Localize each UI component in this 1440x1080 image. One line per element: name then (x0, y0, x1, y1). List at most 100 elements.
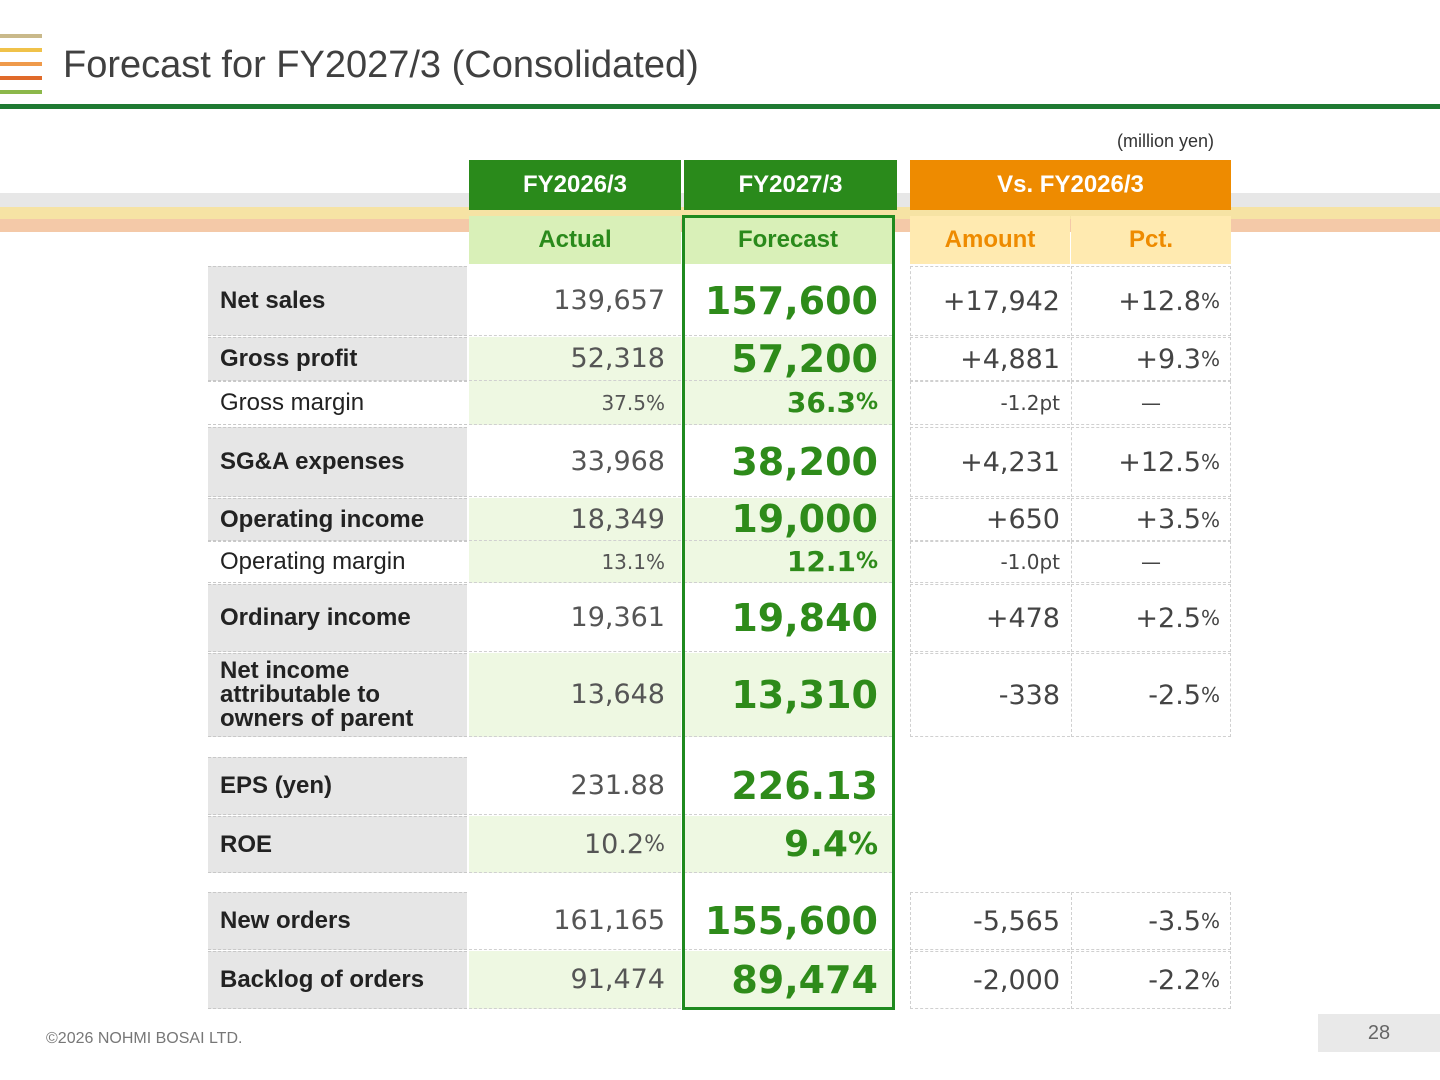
forecast-value: 9.4% (684, 816, 892, 873)
row-label: Backlog of orders (208, 951, 467, 1009)
pct-unit: % (1200, 507, 1220, 532)
amount-value: +17,942 (910, 266, 1070, 336)
actual-value: 52,318 (469, 337, 681, 381)
actual-value: 33,968 (469, 427, 681, 497)
pct-number: -3.5 (1148, 905, 1201, 937)
pct-unit: % (1200, 968, 1220, 992)
pct-unit: % (1200, 450, 1220, 474)
amount-value: -5,565 (910, 892, 1070, 950)
actual-value: 37.5% (469, 381, 681, 425)
forecast-number: 9.4 (784, 823, 848, 865)
pct-number: -2.2 (1148, 964, 1201, 996)
row-label-line: Net income (220, 657, 350, 684)
pct-value: -2.5% (1071, 653, 1231, 737)
logo-bar (0, 90, 42, 94)
subheader-forecast: Forecast (684, 216, 892, 264)
pct-unit: % (1200, 606, 1220, 630)
header-vs-fy2026: Vs. FY2026/3 (910, 160, 1231, 210)
pct-number: +3.5 (1135, 504, 1201, 535)
pct-value: +12.5% (1071, 427, 1231, 497)
subheader-pct: Pct. (1071, 216, 1231, 264)
pct-number: +12.8 (1118, 285, 1201, 317)
pct-unit: % (1200, 683, 1220, 707)
forecast-value: 89,474 (684, 951, 892, 1009)
pct-value: +9.3% (1071, 337, 1231, 381)
actual-value: 161,165 (469, 892, 681, 950)
actual-value: 10.2% (469, 816, 681, 873)
amount-value: -1.0pt (910, 541, 1070, 583)
row-label: Gross profit (208, 337, 467, 381)
pct-value: +2.5% (1071, 584, 1231, 652)
row-label: Net sales (208, 266, 467, 336)
forecast-value: 19,000 (684, 497, 892, 541)
pct-unit: % (1200, 347, 1220, 371)
forecast-unit: % (855, 390, 878, 415)
row-label: Ordinary income (208, 584, 467, 652)
pct-number: +12.5 (1118, 446, 1201, 478)
amount-value: -338 (910, 653, 1070, 737)
row-label: Operating margin (208, 541, 467, 583)
pct-value: -2.2% (1071, 951, 1231, 1009)
actual-unit: % (644, 831, 665, 857)
amount-value: +478 (910, 584, 1070, 652)
title-rule (0, 104, 1440, 109)
pct-unit: % (1200, 909, 1220, 933)
forecast-unit: % (847, 826, 878, 862)
pct-value: — (1071, 541, 1231, 583)
forecast-value: 155,600 (684, 892, 892, 950)
logo-bar (0, 48, 42, 52)
actual-value: 19,361 (469, 584, 681, 652)
forecast-value: 13,310 (684, 653, 892, 737)
row-label: Net income attributable to owners of par… (208, 653, 467, 737)
pct-number: +2.5 (1135, 602, 1201, 634)
unit-label: (million yen) (1116, 131, 1214, 151)
logo-bar (0, 76, 42, 80)
amount-value: -1.2pt (910, 381, 1070, 425)
forecast-unit: % (855, 549, 878, 574)
actual-value: 13,648 (469, 653, 681, 737)
page-number: 28 (1318, 1014, 1440, 1052)
pct-unit: % (1200, 289, 1220, 313)
forecast-value: 157,600 (684, 266, 892, 336)
forecast-value: 38,200 (684, 427, 892, 497)
header-fy2026: FY2026/3 (469, 160, 681, 210)
actual-value: 18,349 (469, 498, 681, 541)
forecast-value: 226.13 (684, 757, 892, 815)
row-label: Gross margin (208, 381, 467, 425)
row-label: Operating income (208, 498, 467, 541)
pct-number: -2.5 (1148, 679, 1201, 711)
pct-value: +3.5% (1071, 498, 1231, 541)
header-fy2027: FY2027/3 (684, 160, 897, 210)
row-label-line: attributable to (220, 681, 380, 708)
amount-value: +650 (910, 498, 1070, 541)
forecast-value: 19,840 (684, 584, 892, 652)
amount-value: +4,231 (910, 427, 1070, 497)
forecast-number: 12.1 (786, 545, 856, 578)
row-label: ROE (208, 816, 467, 873)
amount-value: +4,881 (910, 337, 1070, 381)
pct-value: — (1071, 381, 1231, 425)
logo-bar (0, 62, 42, 66)
amount-value: -2,000 (910, 951, 1070, 1009)
actual-number: 10.2 (583, 828, 645, 860)
page-title: Forecast for FY2027/3 (Consolidated) (63, 44, 699, 86)
pct-value: -3.5% (1071, 892, 1231, 950)
subheader-actual: Actual (469, 216, 681, 264)
row-label-line: owners of parent (220, 705, 414, 732)
actual-value: 139,657 (469, 266, 681, 336)
forecast-number: 36.3 (786, 386, 856, 419)
copyright: ©2026 NOHMI BOSAI LTD. (46, 1030, 243, 1047)
row-label: EPS (yen) (208, 757, 467, 815)
pct-number: +9.3 (1135, 343, 1201, 375)
row-label: SG&A expenses (208, 427, 467, 497)
pct-value: +12.8% (1071, 266, 1231, 336)
forecast-value: 12.1% (684, 541, 892, 583)
forecast-value: 36.3% (684, 381, 892, 425)
actual-value: 13.1% (469, 541, 681, 583)
actual-value: 91,474 (469, 951, 681, 1009)
row-label: New orders (208, 892, 467, 950)
subheader-amount: Amount (910, 216, 1070, 264)
logo-bar (0, 34, 42, 38)
forecast-value: 57,200 (684, 337, 892, 381)
actual-value: 231.88 (469, 757, 681, 815)
